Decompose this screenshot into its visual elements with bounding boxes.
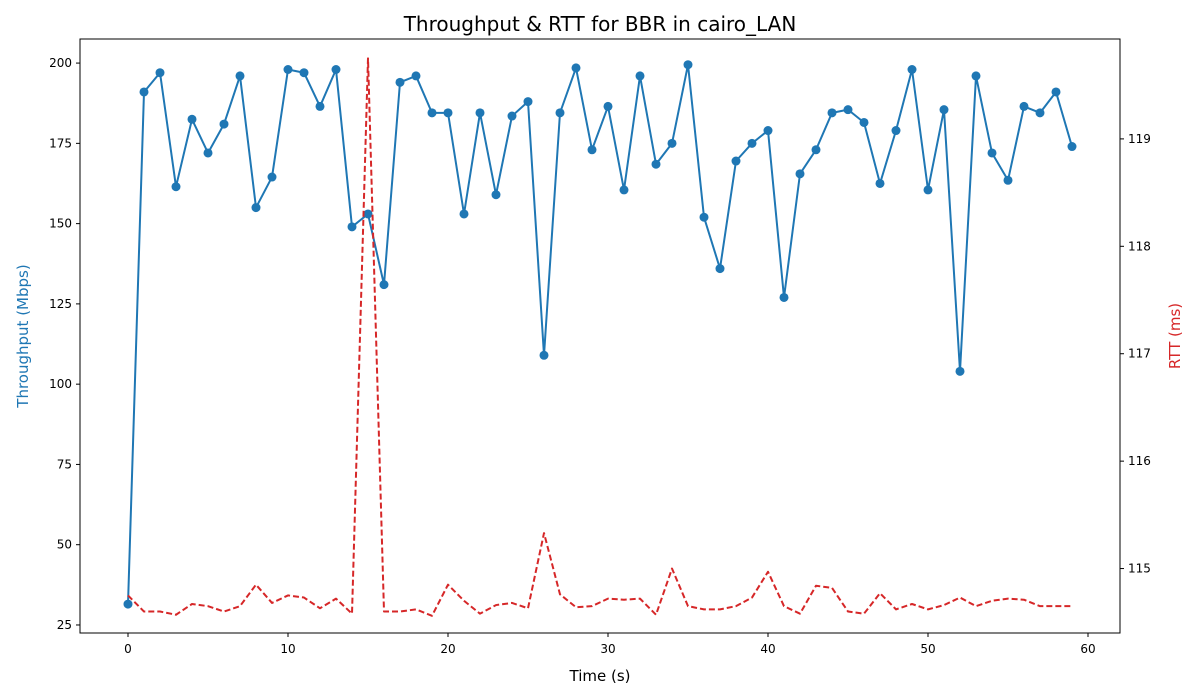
throughput-point <box>987 148 997 158</box>
throughput-point <box>443 108 453 118</box>
throughput-point <box>267 172 277 182</box>
y-left-tick-label: 25 <box>57 618 72 632</box>
y-axis-left-label: Throughput (Mbps) <box>14 264 32 408</box>
y-right-tick-label: 118 <box>1128 239 1151 253</box>
throughput-point <box>283 65 293 74</box>
throughput-point <box>523 97 533 107</box>
y-axis-right-label: RTT (ms) <box>1166 303 1184 369</box>
axes-group: 0 10 20 30 40 50 60 25 50 75 100 125 150 175 200 115 116… <box>49 56 1151 656</box>
throughput-point <box>827 108 837 118</box>
throughput-point <box>363 209 373 219</box>
y-right-tick-label: 119 <box>1128 132 1151 146</box>
y-right-tick-label: 115 <box>1128 562 1151 576</box>
throughput-point <box>475 108 485 118</box>
throughput-point <box>971 71 981 81</box>
throughput-point <box>651 159 661 169</box>
throughput-point <box>683 60 693 70</box>
throughput-point <box>875 178 885 188</box>
plot-frame <box>79 38 1121 634</box>
throughput-point <box>235 71 245 81</box>
throughput-point <box>811 145 821 155</box>
y-left-tick-label: 175 <box>49 136 72 150</box>
throughput-point <box>667 138 677 148</box>
throughput-point <box>907 65 917 74</box>
throughput-point <box>459 209 469 219</box>
throughput-point <box>699 212 709 222</box>
throughput-point <box>939 105 949 115</box>
y-left-tick-label: 100 <box>49 377 72 391</box>
x-tick-label: 30 <box>600 642 615 656</box>
throughput-point <box>539 350 549 360</box>
throughput-point <box>763 126 773 136</box>
chart-title: Throughput & RTT for BBR in cairo_LAN <box>403 12 797 36</box>
throughput-point <box>555 108 565 118</box>
throughput-point <box>635 71 645 81</box>
throughput-point <box>347 222 357 232</box>
throughput-point <box>171 182 181 192</box>
throughput-point <box>187 114 197 124</box>
throughput-point <box>1051 87 1061 97</box>
throughput-point <box>923 185 933 195</box>
throughput-line <box>127 63 1073 605</box>
throughput-point <box>139 87 149 97</box>
throughput-point <box>219 119 229 129</box>
throughput-point <box>411 71 421 81</box>
throughput-point <box>795 169 805 179</box>
throughput-point <box>395 77 405 87</box>
plot-marks <box>123 57 1077 617</box>
throughput-point <box>299 68 309 78</box>
y-left-tick-label: 125 <box>49 297 72 311</box>
x-tick-label: 0 <box>124 642 132 656</box>
throughput-point <box>331 65 341 74</box>
throughput-point <box>379 280 389 290</box>
y-right-tick-label: 116 <box>1128 454 1151 468</box>
throughput-point <box>747 138 757 148</box>
throughput-point <box>779 292 789 302</box>
throughput-point <box>571 63 581 73</box>
throughput-point <box>491 190 501 200</box>
throughput-point <box>587 145 597 155</box>
throughput-point <box>843 105 853 115</box>
throughput-point <box>715 264 725 274</box>
rtt-line <box>127 57 1072 617</box>
throughput-point <box>619 185 629 195</box>
throughput-point <box>1003 175 1013 185</box>
x-tick-label: 60 <box>1080 642 1095 656</box>
throughput-point <box>123 599 133 609</box>
throughput-point <box>731 156 741 166</box>
throughput-point <box>251 203 261 213</box>
throughput-point <box>203 148 213 158</box>
throughput-point <box>155 68 165 78</box>
x-tick-label: 20 <box>440 642 455 656</box>
x-tick-label: 50 <box>920 642 935 656</box>
throughput-point <box>1019 101 1029 111</box>
x-axis-label: Time (s) <box>569 667 631 685</box>
y-left-tick-label: 50 <box>57 538 72 552</box>
throughput-point <box>1035 108 1045 118</box>
x-tick-label: 10 <box>280 642 295 656</box>
throughput-point <box>891 126 901 136</box>
y-left-tick-label: 75 <box>57 457 72 471</box>
throughput-point <box>315 101 325 111</box>
throughput-point <box>955 366 965 376</box>
throughput-point <box>507 111 517 121</box>
throughput-point <box>1067 142 1077 152</box>
y-left-tick-label: 150 <box>49 217 72 231</box>
x-tick-label: 40 <box>760 642 775 656</box>
y-right-tick-label: 117 <box>1128 347 1151 361</box>
y-left-tick-label: 200 <box>49 56 72 70</box>
throughput-point <box>603 101 613 111</box>
throughput-point <box>859 117 869 127</box>
throughput-point <box>427 108 437 118</box>
